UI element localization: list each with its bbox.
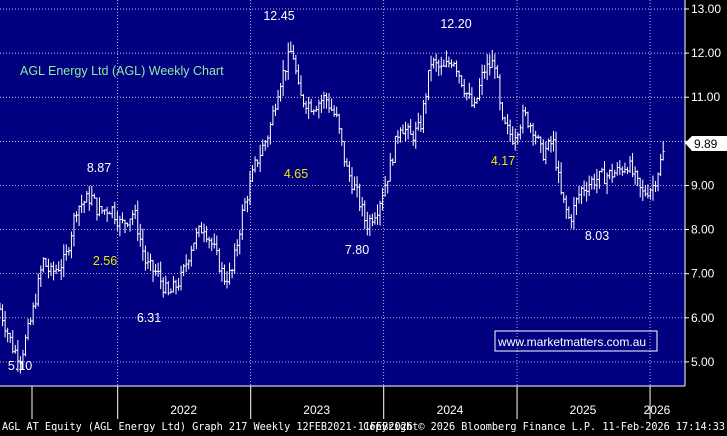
y-tick-label: 9.00 xyxy=(691,178,715,192)
plot-background xyxy=(0,0,685,386)
price-bar xyxy=(661,141,665,161)
price-bars xyxy=(0,41,665,374)
last-price-marker xyxy=(685,136,727,151)
x-tick-label: 2025 xyxy=(570,403,597,417)
annotation-label: 2.56 xyxy=(93,254,117,268)
annotation-label: 7.80 xyxy=(345,243,369,257)
annotation-label: 12.20 xyxy=(440,17,471,31)
grid-lines xyxy=(0,0,685,386)
footer-left: AGL AT Equity (AGL Energy Ltd) Graph 217… xyxy=(2,422,413,433)
x-tick-label: 2022 xyxy=(170,403,197,417)
last-price-label: 9.89 xyxy=(694,137,718,151)
watermark: www.marketmatters.com.au xyxy=(494,330,658,352)
annotation-label: 6.31 xyxy=(137,311,161,325)
footer-bar: AGL AT Equity (AGL Energy Ltd) Graph 217… xyxy=(0,419,727,436)
footer-right: Copyright© 2026 Bloomberg Finance L.P. 1… xyxy=(363,422,725,433)
x-axis: 2022 2023 2024 2025 2026 xyxy=(0,385,685,419)
chart-title: AGL Energy Ltd (AGL) Weekly Chart xyxy=(20,64,224,78)
y-tick-label: 5.00 xyxy=(691,355,715,369)
annotations: 12.45 12.20 8.87 2.56 6.31 5.10 4.65 7.80 4.17 8.… xyxy=(8,9,609,373)
last-price-tag: 9.89 xyxy=(685,136,727,151)
y-tick-label: 6.00 xyxy=(691,311,715,325)
price-chart: 13.0012.0011.0010.009.008.007.006.005.00… xyxy=(0,0,727,419)
y-tick-label: 7.00 xyxy=(691,267,715,281)
annotation-label: 12.45 xyxy=(263,9,294,23)
annotation-label: 8.87 xyxy=(87,161,111,175)
watermark-box xyxy=(494,330,658,352)
x-tick-label: 2024 xyxy=(437,403,464,417)
y-tick-label: 13.00 xyxy=(691,2,721,16)
y-tick-label: 12.00 xyxy=(691,46,721,60)
x-tick-label: 2026 xyxy=(644,403,671,417)
y-tick-label: 11.00 xyxy=(691,90,720,104)
annotation-label: 8.03 xyxy=(585,229,609,243)
annotation-label: 5.10 xyxy=(8,359,32,373)
annotation-label: 4.65 xyxy=(284,167,308,181)
y-tick-label: 8.00 xyxy=(691,223,715,237)
x-tick-label: 2023 xyxy=(303,403,330,417)
annotation-label: 4.17 xyxy=(491,154,515,168)
watermark-text: www.marketmatters.com.au xyxy=(497,335,646,349)
